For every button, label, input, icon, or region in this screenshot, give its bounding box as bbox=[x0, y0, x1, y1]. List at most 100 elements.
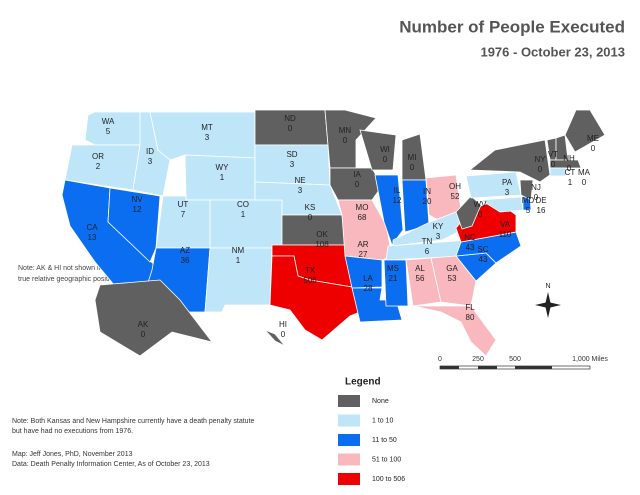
state-value: 108 bbox=[315, 240, 329, 249]
scale-label: 0 bbox=[438, 356, 442, 363]
state bbox=[519, 179, 534, 201]
legend-label: 1 to 10 bbox=[372, 417, 394, 424]
state-value: 0 bbox=[478, 210, 483, 219]
state-value: 3 bbox=[298, 186, 303, 195]
state-value: 5 bbox=[106, 127, 111, 136]
state-value: 12 bbox=[133, 205, 142, 214]
state-abbr: ID bbox=[146, 147, 154, 156]
state-abbr: SD bbox=[286, 150, 297, 159]
state-value: 13 bbox=[88, 233, 97, 242]
state-value: 0 bbox=[567, 164, 572, 173]
state-value: 3 bbox=[290, 160, 295, 169]
state-value: 0 bbox=[141, 330, 146, 339]
legend-swatch bbox=[338, 453, 360, 466]
note: Note: Both Kansas and New Hampshire curr… bbox=[12, 418, 255, 425]
state bbox=[564, 109, 606, 153]
state-abbr: HI bbox=[279, 320, 287, 329]
state-abbr: VA bbox=[500, 220, 511, 229]
state-abbr: MO bbox=[356, 203, 369, 212]
state-value: 27 bbox=[359, 250, 368, 259]
state bbox=[359, 129, 397, 171]
state-value: 3 bbox=[505, 188, 510, 197]
state-value: 21 bbox=[389, 274, 398, 283]
state-abbr: SC bbox=[477, 245, 488, 254]
legend-swatch bbox=[338, 395, 360, 407]
state bbox=[107, 187, 161, 263]
state-value: 20 bbox=[423, 197, 432, 206]
state-abbr: KY bbox=[433, 222, 444, 231]
state bbox=[549, 167, 567, 177]
state-abbr: MS bbox=[387, 264, 399, 273]
state-abbr: NV bbox=[131, 195, 143, 204]
state-value: 0 bbox=[355, 180, 360, 189]
state-value: 506 bbox=[303, 276, 317, 285]
state-abbr: AL bbox=[415, 264, 425, 273]
state-value: 43 bbox=[479, 255, 488, 264]
state-abbr: TN bbox=[422, 237, 433, 246]
state-value: 36 bbox=[181, 256, 190, 265]
legend-swatch bbox=[338, 434, 360, 446]
state-abbr: CT bbox=[565, 168, 576, 177]
state-value: 1 bbox=[568, 178, 573, 187]
state bbox=[281, 214, 346, 246]
state-abbr: LA bbox=[363, 274, 373, 283]
state-abbr: UT bbox=[178, 200, 189, 209]
state-value: 0 bbox=[591, 144, 596, 153]
state-abbr: CO bbox=[237, 200, 249, 209]
scale-label: 1,000 Miles bbox=[572, 356, 608, 363]
state-value: 56 bbox=[416, 274, 425, 283]
state-value: 0 bbox=[534, 193, 539, 202]
legend-swatch bbox=[338, 414, 360, 427]
state-value: 3 bbox=[205, 133, 210, 142]
state bbox=[269, 255, 361, 341]
state-abbr: NJ bbox=[531, 183, 541, 192]
state-abbr: KS bbox=[305, 203, 316, 212]
state-value: 53 bbox=[448, 274, 457, 283]
state-value: 80 bbox=[466, 313, 475, 322]
state-abbr: FL bbox=[465, 303, 475, 312]
state-abbr: AK bbox=[138, 320, 149, 329]
title: Number of People Executed bbox=[399, 17, 625, 36]
note: Data: Death Penalty Information Center, … bbox=[12, 461, 210, 468]
states bbox=[61, 109, 606, 357]
state-value: 5 bbox=[526, 206, 531, 215]
compass-label: N bbox=[545, 283, 550, 290]
state-value: 3 bbox=[436, 232, 441, 241]
state-value: 0 bbox=[538, 165, 543, 174]
state-abbr: NM bbox=[232, 246, 245, 255]
state-abbr: NY bbox=[534, 155, 546, 164]
state-abbr: PA bbox=[502, 178, 513, 187]
legend-label: 51 to 100 bbox=[372, 456, 401, 463]
map-note: Note: AK & HI not shown in bbox=[18, 265, 103, 272]
state-abbr: OK bbox=[316, 230, 328, 239]
state-abbr: GA bbox=[446, 264, 458, 273]
note: Map: Jeff Jones, PhD, November 2013 bbox=[12, 451, 133, 458]
scale-label: 250 bbox=[472, 356, 484, 363]
state bbox=[455, 195, 482, 230]
state bbox=[324, 109, 377, 169]
state-value: 3 bbox=[148, 157, 153, 166]
state-value: 0 bbox=[582, 178, 587, 187]
state-value: 0 bbox=[383, 155, 388, 164]
state bbox=[430, 255, 477, 307]
state bbox=[264, 329, 286, 347]
state bbox=[383, 259, 409, 307]
state-abbr: MT bbox=[201, 123, 213, 132]
scale-bar bbox=[439, 365, 591, 370]
subtitle: 1976 - October 23, 2013 bbox=[480, 44, 625, 59]
state bbox=[94, 279, 214, 357]
state-abbr: OH bbox=[449, 182, 461, 191]
legend-title: Legend bbox=[345, 377, 381, 388]
state-abbr: MI bbox=[408, 153, 417, 162]
state-value: 43 bbox=[466, 243, 475, 252]
state-abbr: IL bbox=[394, 186, 401, 195]
state-abbr: ME bbox=[587, 134, 599, 143]
state bbox=[344, 255, 383, 289]
state-abbr: OR bbox=[92, 152, 104, 161]
state-value: 7 bbox=[181, 210, 186, 219]
legend-swatch bbox=[338, 473, 360, 485]
state-value: 0 bbox=[410, 163, 415, 172]
state bbox=[149, 111, 256, 161]
state-abbr: CA bbox=[86, 223, 98, 232]
